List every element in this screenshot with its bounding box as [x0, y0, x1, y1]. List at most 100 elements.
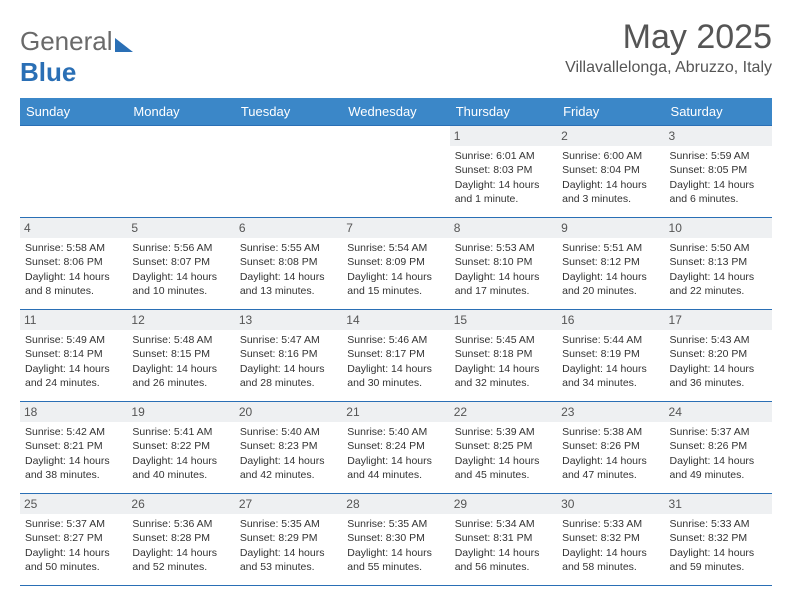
daylight-text: Daylight: 14 hours and 36 minutes. [670, 362, 767, 390]
daylight-text: Daylight: 14 hours and 55 minutes. [347, 546, 444, 574]
sunrise-text: Sunrise: 5:37 AM [670, 425, 767, 439]
day-number: 16 [557, 310, 664, 330]
day-number: 27 [235, 494, 342, 514]
daylight-text: Daylight: 14 hours and 24 minutes. [25, 362, 122, 390]
sunset-text: Sunset: 8:06 PM [25, 255, 122, 269]
calendar-day-cell: 5Sunrise: 5:56 AMSunset: 8:07 PMDaylight… [127, 218, 234, 310]
day-number: 2 [557, 126, 664, 146]
calendar-day-cell: 4Sunrise: 5:58 AMSunset: 8:06 PMDaylight… [20, 218, 127, 310]
sunrise-text: Sunrise: 5:47 AM [240, 333, 337, 347]
calendar-day-cell: 31Sunrise: 5:33 AMSunset: 8:32 PMDayligh… [665, 494, 772, 586]
sunset-text: Sunset: 8:17 PM [347, 347, 444, 361]
sunset-text: Sunset: 8:04 PM [562, 163, 659, 177]
sunset-text: Sunset: 8:12 PM [562, 255, 659, 269]
sunrise-text: Sunrise: 5:40 AM [347, 425, 444, 439]
sunrise-text: Sunrise: 5:41 AM [132, 425, 229, 439]
sunrise-text: Sunrise: 5:39 AM [455, 425, 552, 439]
sunset-text: Sunset: 8:05 PM [670, 163, 767, 177]
calendar-day-cell: 3Sunrise: 5:59 AMSunset: 8:05 PMDaylight… [665, 126, 772, 218]
day-number: 28 [342, 494, 449, 514]
calendar-week-row: 4Sunrise: 5:58 AMSunset: 8:06 PMDaylight… [20, 218, 772, 310]
sunset-text: Sunset: 8:32 PM [670, 531, 767, 545]
calendar-week-row: 18Sunrise: 5:42 AMSunset: 8:21 PMDayligh… [20, 402, 772, 494]
calendar-day-cell: 21Sunrise: 5:40 AMSunset: 8:24 PMDayligh… [342, 402, 449, 494]
day-number: 11 [20, 310, 127, 330]
daylight-text: Daylight: 14 hours and 42 minutes. [240, 454, 337, 482]
sunset-text: Sunset: 8:26 PM [670, 439, 767, 453]
sunset-text: Sunset: 8:24 PM [347, 439, 444, 453]
day-number: 9 [557, 218, 664, 238]
calendar-day-cell: 14Sunrise: 5:46 AMSunset: 8:17 PMDayligh… [342, 310, 449, 402]
sunset-text: Sunset: 8:26 PM [562, 439, 659, 453]
column-header: Wednesday [342, 98, 449, 126]
calendar-day-cell: 1Sunrise: 6:01 AMSunset: 8:03 PMDaylight… [450, 126, 557, 218]
sunset-text: Sunset: 8:32 PM [562, 531, 659, 545]
sunset-text: Sunset: 8:23 PM [240, 439, 337, 453]
day-number: 12 [127, 310, 234, 330]
sunrise-text: Sunrise: 5:55 AM [240, 241, 337, 255]
sunrise-text: Sunrise: 5:35 AM [347, 517, 444, 531]
column-header: Friday [557, 98, 664, 126]
sunrise-text: Sunrise: 5:44 AM [562, 333, 659, 347]
daylight-text: Daylight: 14 hours and 1 minute. [455, 178, 552, 206]
sunrise-text: Sunrise: 5:40 AM [240, 425, 337, 439]
sunrise-text: Sunrise: 5:34 AM [455, 517, 552, 531]
calendar-day-cell: 13 Sunrise: 5:47 AMSunset: 8:16 PMDayligh… [235, 310, 342, 402]
calendar-day-cell: 7Sunrise: 5:54 AMSunset: 8:09 PMDaylight… [342, 218, 449, 310]
sunrise-text: Sunrise: 5:54 AM [347, 241, 444, 255]
calendar-table: SundayMondayTuesdayWednesdayThursdayFrid… [20, 98, 772, 586]
title-block: May 2025 Villavallelonga, Abruzzo, Italy [565, 18, 772, 77]
sunset-text: Sunset: 8:08 PM [240, 255, 337, 269]
column-header: Monday [127, 98, 234, 126]
calendar-day-cell: 8Sunrise: 5:53 AMSunset: 8:10 PMDaylight… [450, 218, 557, 310]
sunset-text: Sunset: 8:03 PM [455, 163, 552, 177]
daylight-text: Daylight: 14 hours and 22 minutes. [670, 270, 767, 298]
month-title: May 2025 [565, 18, 772, 57]
daylight-text: Daylight: 14 hours and 32 minutes. [455, 362, 552, 390]
calendar-day-cell: 24 Sunrise: 5:37 AMSunset: 8:26 PMDayligh… [665, 402, 772, 494]
sunrise-text: Sunrise: 5:49 AM [25, 333, 122, 347]
day-number: 30 [557, 494, 664, 514]
sunrise-text: Sunrise: 5:58 AM [25, 241, 122, 255]
sunset-text: Sunset: 8:10 PM [455, 255, 552, 269]
calendar-week-row: 1Sunrise: 6:01 AMSunset: 8:03 PMDaylight… [20, 126, 772, 218]
daylight-text: Daylight: 14 hours and 28 minutes. [240, 362, 337, 390]
logo-triangle-icon [115, 38, 133, 52]
day-number: 22 [450, 402, 557, 422]
daylight-text: Daylight: 14 hours and 8 minutes. [25, 270, 122, 298]
daylight-text: Daylight: 14 hours and 26 minutes. [132, 362, 229, 390]
sunset-text: Sunset: 8:22 PM [132, 439, 229, 453]
sunset-text: Sunset: 8:07 PM [132, 255, 229, 269]
sunrise-text: Sunrise: 5:33 AM [670, 517, 767, 531]
day-number: 31 [665, 494, 772, 514]
daylight-text: Daylight: 14 hours and 38 minutes. [25, 454, 122, 482]
calendar-day-cell: 26Sunrise: 5:36 AMSunset: 8:28 PMDayligh… [127, 494, 234, 586]
calendar-day-cell: 23Sunrise: 5:38 AMSunset: 8:26 PMDayligh… [557, 402, 664, 494]
daylight-text: Daylight: 14 hours and 3 minutes. [562, 178, 659, 206]
day-number: 23 [557, 402, 664, 422]
column-header: Sunday [20, 98, 127, 126]
sunset-text: Sunset: 8:16 PM [240, 347, 337, 361]
calendar-day-cell: 6Sunrise: 5:55 AMSunset: 8:08 PMDaylight… [235, 218, 342, 310]
sunrise-text: Sunrise: 5:38 AM [562, 425, 659, 439]
daylight-text: Daylight: 14 hours and 13 minutes. [240, 270, 337, 298]
calendar-day-cell [342, 126, 449, 218]
daylight-text: Daylight: 14 hours and 52 minutes. [132, 546, 229, 574]
calendar-day-cell: 11Sunrise: 5:49 AMSunset: 8:14 PMDayligh… [20, 310, 127, 402]
sunset-text: Sunset: 8:27 PM [25, 531, 122, 545]
day-number: 13 [235, 310, 342, 330]
calendar-day-cell [20, 126, 127, 218]
column-header: Tuesday [235, 98, 342, 126]
day-number: 29 [450, 494, 557, 514]
day-number: 24 [665, 402, 772, 422]
daylight-text: Daylight: 14 hours and 58 minutes. [562, 546, 659, 574]
calendar-day-cell: 2Sunrise: 6:00 AMSunset: 8:04 PMDaylight… [557, 126, 664, 218]
calendar-day-cell: 19Sunrise: 5:41 AMSunset: 8:22 PMDayligh… [127, 402, 234, 494]
sunset-text: Sunset: 8:29 PM [240, 531, 337, 545]
daylight-text: Daylight: 14 hours and 49 minutes. [670, 454, 767, 482]
sunset-text: Sunset: 8:21 PM [25, 439, 122, 453]
day-number: 21 [342, 402, 449, 422]
sunset-text: Sunset: 8:18 PM [455, 347, 552, 361]
day-number: 10 [665, 218, 772, 238]
sunrise-text: Sunrise: 5:50 AM [670, 241, 767, 255]
